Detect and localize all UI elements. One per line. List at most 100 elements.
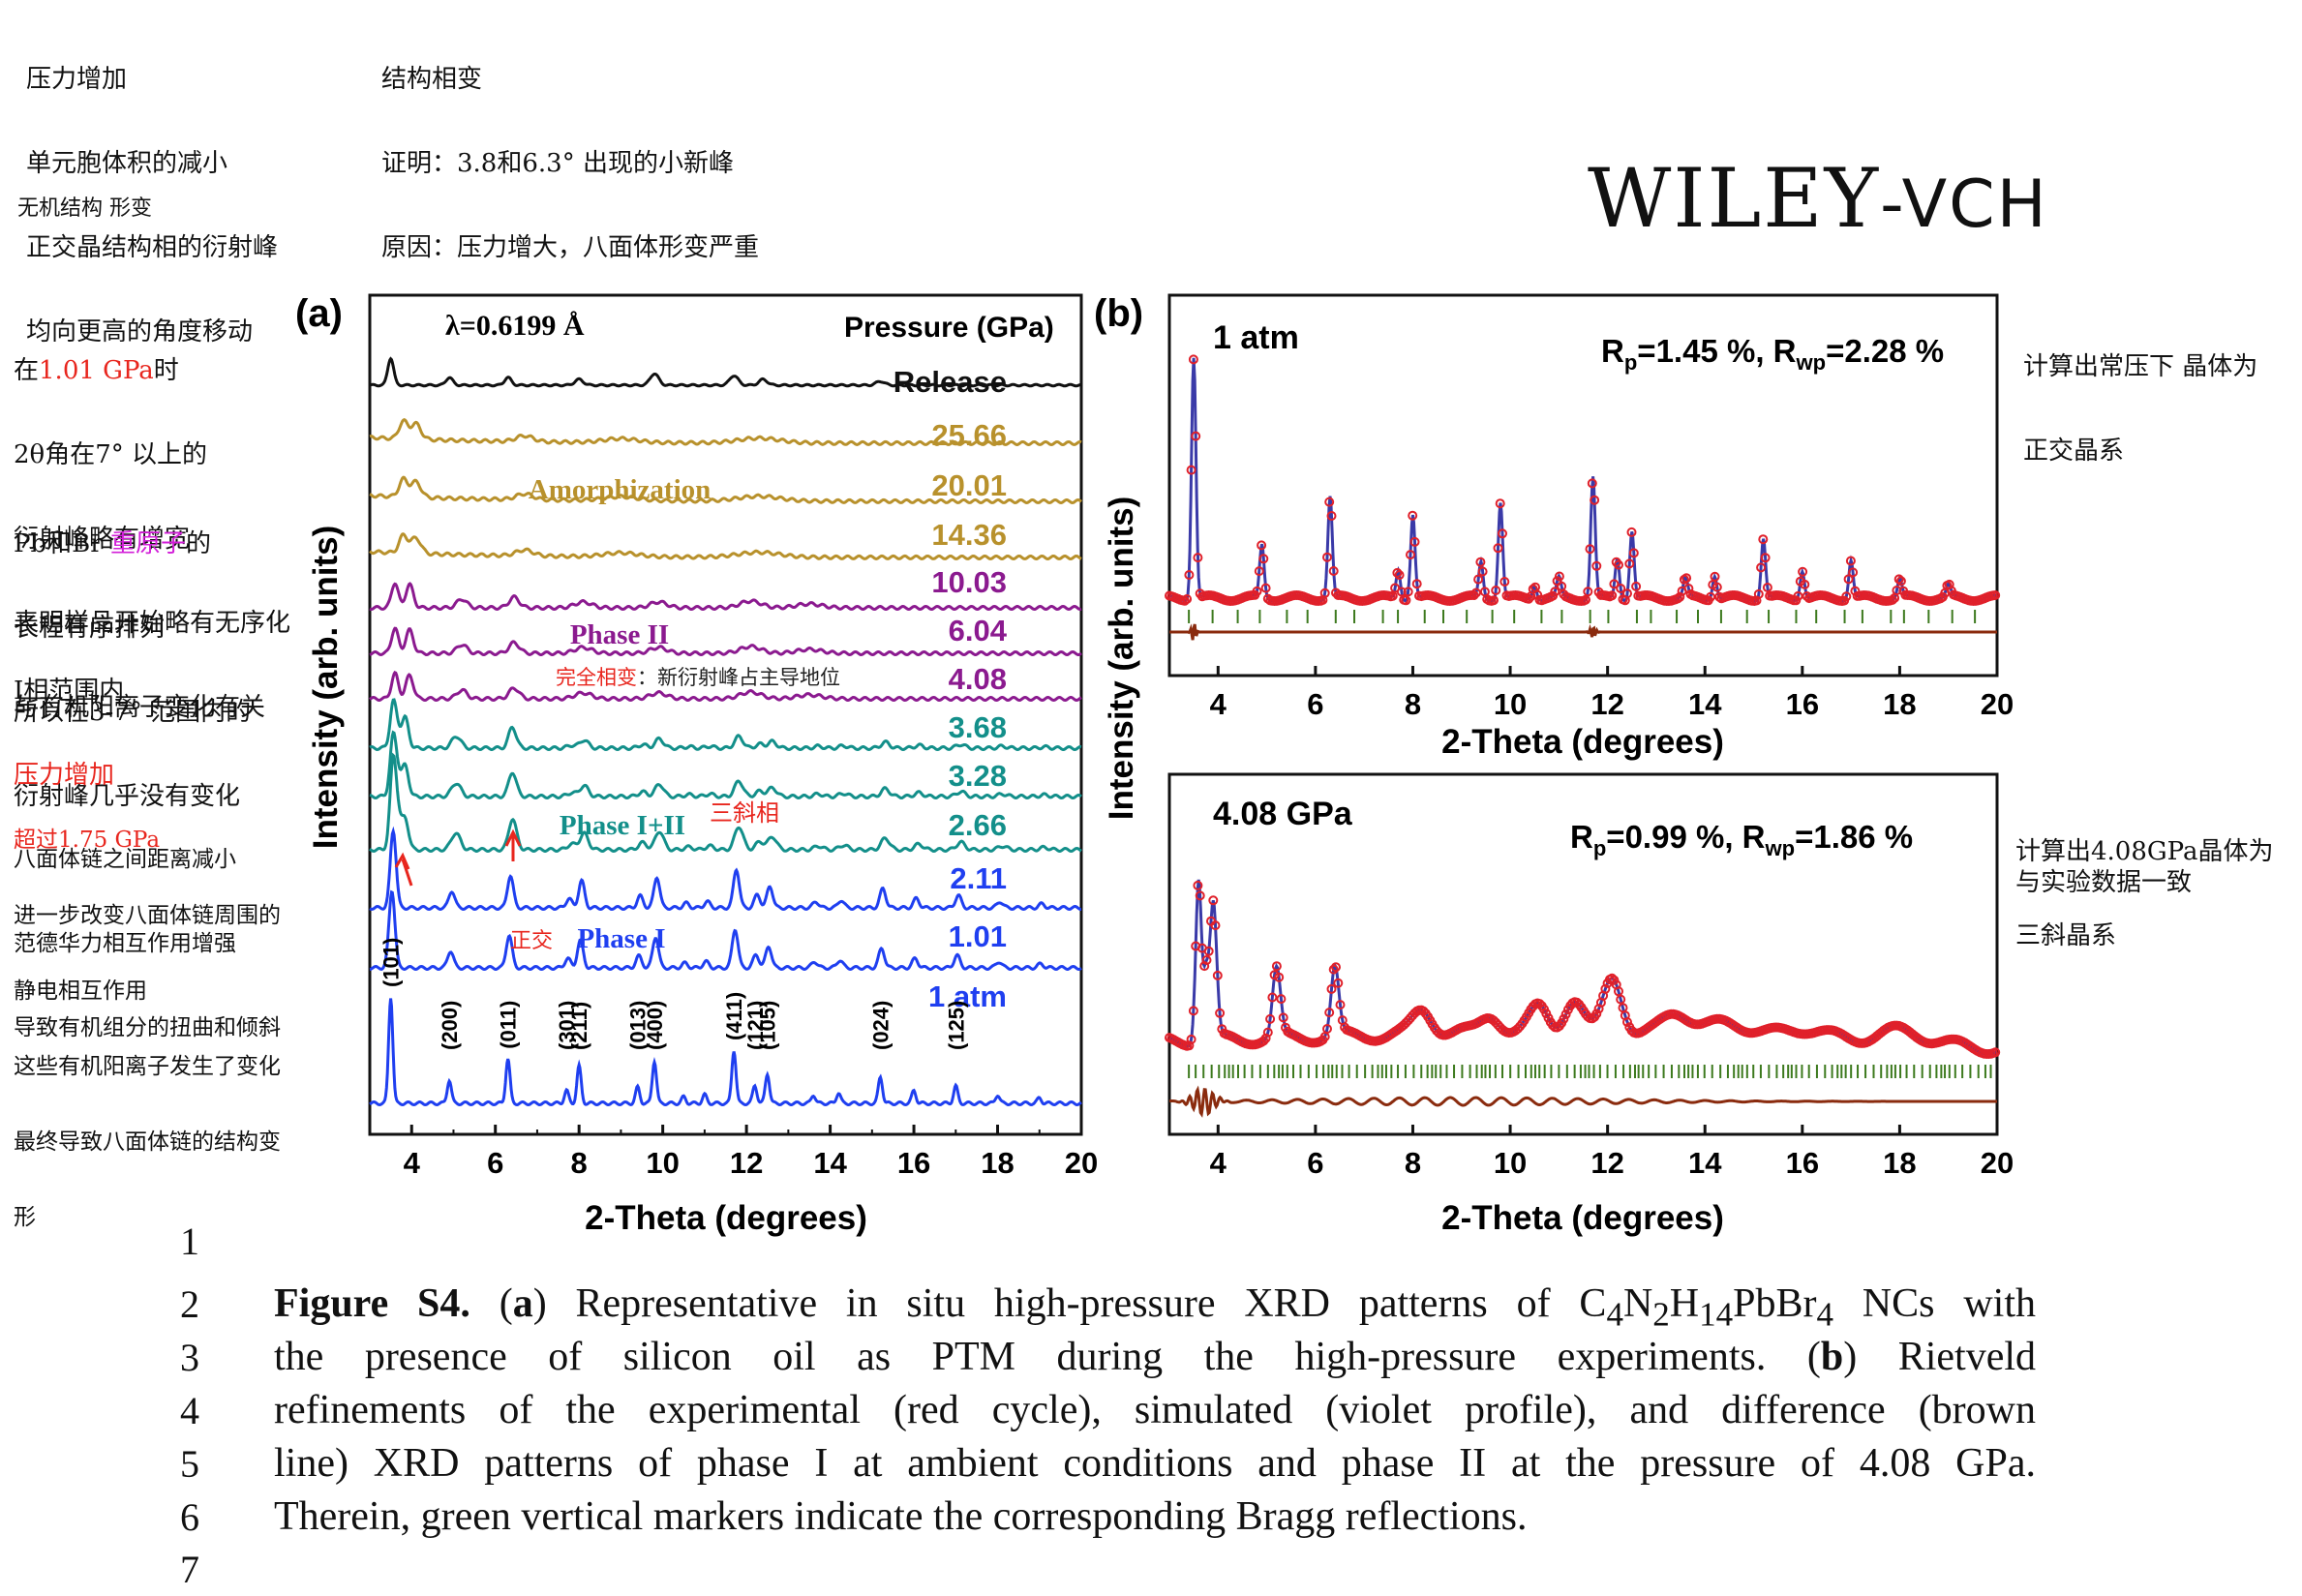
panel-b-top-title: 1 atm — [1213, 319, 1299, 356]
experimental-point — [1710, 571, 1720, 582]
experimental-point — [1193, 880, 1203, 890]
x-tick-label: 8 — [1405, 1146, 1421, 1180]
experimental-point — [1186, 1034, 1196, 1044]
annotation-phase-i: Phase I — [577, 923, 665, 954]
caption-line: line) XRD patterns of phase I at ambient… — [274, 1441, 2036, 1486]
experimental-point — [1550, 587, 1560, 597]
red-arrow-head — [394, 852, 410, 870]
difference-line — [1169, 623, 1997, 641]
note-left-1: 在1.01 GPa时 2θ角在7° 以上的 衍射峰略有增宽 表明样品开始略有无序… — [14, 301, 290, 750]
experimental-point — [1203, 946, 1214, 956]
experimental-point — [1331, 962, 1341, 973]
experimental-point — [1324, 1008, 1335, 1018]
x-tick-label: 6 — [1307, 1146, 1323, 1180]
note-line: I相范围内 — [14, 677, 125, 706]
panel-a-curves — [369, 356, 1082, 1107]
wavelength-label: λ=0.6199 Å — [445, 310, 585, 342]
series-label: 14.36 — [931, 518, 1007, 552]
series-label: 6.04 — [949, 614, 1008, 647]
experimental-point — [1477, 566, 1488, 577]
experimental-point — [1758, 534, 1769, 545]
x-tick-label: 6 — [487, 1146, 503, 1180]
pressure-curve-2.66 — [369, 752, 1082, 854]
note-left-small: 无机结构 形变 — [17, 196, 152, 221]
figure-s4: (a) λ=0.6199 Å Pressure (GPa) Release 25.… — [295, 292, 2014, 1237]
x-tick-label: 20 — [1065, 1146, 1098, 1180]
pressure-curve-10.03 — [369, 582, 1082, 612]
hkl-label: (400) — [643, 1001, 667, 1050]
fit-stats-top: Rp=1.45 %, Rwp=2.28 % — [1601, 333, 1944, 375]
experimental-point — [1495, 498, 1505, 509]
note-line: 计算出常压下 晶体为 — [2023, 352, 2258, 381]
experimental-point — [1335, 1000, 1346, 1010]
experimental-point — [1324, 497, 1335, 507]
experimental-point — [1260, 1033, 1271, 1043]
experimental-point — [1265, 1013, 1276, 1024]
experimental-point — [1271, 961, 1282, 972]
panel-a-x-axis: 4 6 8 10 12 14 16 18 20 — [369, 1125, 1098, 1180]
line-number: 7 — [180, 1548, 199, 1591]
experimental-point — [1326, 511, 1337, 521]
x-tick-label: 10 — [1494, 1146, 1527, 1180]
note-line: 进一步改变八面体链周围的 — [14, 903, 281, 928]
x-tick-label: 14 — [1688, 687, 1722, 721]
pressure-curve-1-atm — [369, 998, 1082, 1107]
experimental-point — [1473, 574, 1484, 585]
experimental-point — [1201, 955, 1212, 965]
panel-b-top-xlabel: 2-Theta (degrees) — [1441, 723, 1724, 761]
experimental-point — [1408, 510, 1418, 521]
experimental-point — [1802, 591, 1812, 601]
experimental-point — [1583, 587, 1593, 597]
experimental-point — [1600, 983, 1611, 994]
experimental-point — [1411, 579, 1422, 589]
experimental-point — [1322, 1024, 1332, 1034]
experimental-point — [1622, 1017, 1632, 1027]
experimental-point — [1591, 1009, 1602, 1019]
x-tick-label: 8 — [571, 1146, 588, 1180]
experimental-point — [1675, 591, 1685, 602]
note-line: 计算出4.08GPa晶体为 — [2015, 837, 2274, 866]
experimental-point — [1762, 583, 1772, 592]
x-tick-label: 16 — [897, 1146, 930, 1180]
note-line: 范德华力相互作用增强 — [14, 931, 236, 956]
note-line: 最终导致八面体链的结构变 — [14, 1129, 281, 1155]
note-line: 证明：3.8和6.3° 出现的小新峰 — [381, 149, 734, 178]
note-text: 在 — [14, 356, 40, 385]
experimental-point — [1990, 1047, 2001, 1058]
note-top-mid: 结构相变 证明：3.8和6.3° 出现的小新峰 原因：压力增大，八面体形变严重 — [381, 10, 759, 290]
line-number: 4 — [180, 1389, 199, 1432]
x-tick-label: 18 — [1883, 687, 1916, 721]
x-tick-label: 14 — [813, 1146, 847, 1180]
experimental-point — [1756, 562, 1767, 573]
line-number: 3 — [180, 1336, 199, 1379]
panel-b-top-plot: 4 6 8 10 12 14 16 18 20 — [1165, 354, 2014, 721]
experimental-point — [1392, 567, 1403, 578]
note-text: 的 — [185, 529, 211, 558]
experimental-point — [1631, 581, 1642, 591]
experimental-point — [1892, 586, 1902, 595]
experimental-point — [1498, 528, 1507, 539]
note-line: 表明样品开始略有无序化 — [14, 609, 291, 638]
experimental-point — [1706, 591, 1715, 602]
experimental-point — [1182, 594, 1193, 604]
panel-a-ylabel: Intensity (arb. units) — [307, 526, 345, 849]
note-left-4: 超过1.75 GPa 进一步改变八面体链周围的 静电相互作用 这些有机阳离子发生… — [14, 777, 281, 1255]
panel-b-top-frame — [1167, 293, 1999, 678]
hkl-label: (211) — [567, 1002, 591, 1050]
annotation-amorphization: Amorphization — [529, 474, 712, 505]
note-highlight: 1.01 GPa — [39, 356, 154, 385]
panel-a-xlabel: 2-Theta (degrees) — [585, 1199, 867, 1237]
note-line: 正交晶系 — [2023, 437, 2125, 466]
x-tick-label: 6 — [1307, 687, 1323, 721]
note-right-3: 与实验数据一致 — [2015, 868, 2193, 897]
note-line: 2θ角在7° 以上的 — [14, 440, 208, 469]
experimental-point — [1470, 587, 1481, 598]
experimental-point — [1626, 527, 1637, 537]
experimental-point — [1215, 1008, 1226, 1018]
experimental-point — [1587, 478, 1597, 489]
experimental-point — [1322, 552, 1332, 562]
panel-b-label: (b) — [1094, 292, 1143, 335]
experimental-point — [1188, 354, 1198, 365]
pressure-curve-2.11 — [369, 826, 1082, 912]
note-line: 所以在3-7° 范围内的 — [14, 698, 252, 727]
